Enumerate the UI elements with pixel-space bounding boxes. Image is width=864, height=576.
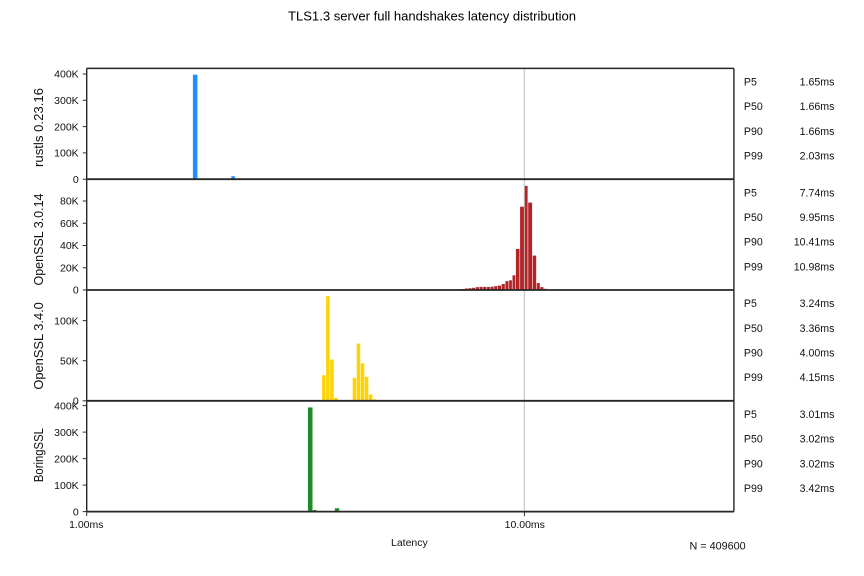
svg-text:P99: P99	[744, 151, 763, 163]
svg-text:P90: P90	[744, 126, 763, 138]
svg-text:P99: P99	[744, 261, 763, 273]
svg-text:P5: P5	[744, 409, 757, 421]
svg-text:OpenSSL 3.0.14: OpenSSL 3.0.14	[31, 194, 46, 286]
svg-text:1.66ms: 1.66ms	[800, 101, 835, 113]
svg-text:P90: P90	[744, 348, 763, 360]
svg-text:7.74ms: 7.74ms	[800, 187, 835, 199]
svg-text:P50: P50	[744, 212, 763, 224]
svg-text:P99: P99	[744, 483, 763, 495]
svg-text:4.00ms: 4.00ms	[800, 348, 835, 360]
svg-text:100K: 100K	[54, 480, 79, 492]
svg-text:N = 409600: N = 409600	[690, 541, 746, 553]
svg-text:50K: 50K	[60, 355, 79, 367]
svg-text:100K: 100K	[54, 148, 79, 160]
svg-text:0: 0	[73, 506, 79, 518]
svg-text:80K: 80K	[60, 196, 79, 208]
svg-text:TLS1.3 server full handshakes: TLS1.3 server full handshakes latency di…	[288, 9, 576, 24]
svg-text:3.24ms: 3.24ms	[800, 298, 835, 310]
svg-text:P99: P99	[744, 372, 763, 384]
svg-text:300K: 300K	[54, 427, 79, 439]
svg-text:3.42ms: 3.42ms	[800, 483, 835, 495]
svg-text:rustls 0.23.16: rustls 0.23.16	[31, 88, 46, 167]
svg-text:300K: 300K	[54, 95, 79, 107]
svg-text:200K: 200K	[54, 121, 79, 133]
svg-text:3.36ms: 3.36ms	[800, 323, 835, 335]
svg-text:1.65ms: 1.65ms	[800, 77, 835, 89]
svg-text:2.03ms: 2.03ms	[800, 151, 835, 163]
svg-text:100K: 100K	[54, 315, 79, 327]
svg-text:1.66ms: 1.66ms	[800, 126, 835, 138]
svg-text:3.01ms: 3.01ms	[800, 409, 835, 421]
svg-text:P90: P90	[744, 237, 763, 249]
svg-text:1.00ms: 1.00ms	[69, 519, 103, 531]
svg-text:10.98ms: 10.98ms	[794, 261, 835, 273]
svg-text:10.00ms: 10.00ms	[505, 519, 545, 531]
svg-text:P50: P50	[744, 434, 763, 446]
svg-text:400K: 400K	[54, 400, 79, 412]
svg-text:40K: 40K	[60, 240, 79, 252]
svg-text:P50: P50	[744, 323, 763, 335]
svg-text:3.02ms: 3.02ms	[800, 458, 835, 470]
svg-text:10.41ms: 10.41ms	[794, 237, 835, 249]
svg-text:9.95ms: 9.95ms	[800, 212, 835, 224]
svg-text:P5: P5	[744, 187, 757, 199]
svg-text:400K: 400K	[54, 69, 79, 81]
svg-text:Latency: Latency	[391, 537, 429, 549]
svg-text:60K: 60K	[60, 218, 79, 230]
svg-text:BoringSSL: BoringSSL	[31, 428, 46, 482]
svg-text:0: 0	[73, 285, 79, 297]
svg-text:P90: P90	[744, 458, 763, 470]
svg-text:OpenSSL 3.4.0: OpenSSL 3.4.0	[31, 302, 46, 390]
svg-text:P5: P5	[744, 298, 757, 310]
svg-text:3.02ms: 3.02ms	[800, 434, 835, 446]
svg-text:200K: 200K	[54, 453, 79, 465]
svg-text:0: 0	[73, 396, 79, 408]
svg-text:P50: P50	[744, 101, 763, 113]
svg-text:0: 0	[73, 174, 79, 186]
svg-text:P5: P5	[744, 77, 757, 89]
svg-text:20K: 20K	[60, 262, 79, 274]
svg-text:4.15ms: 4.15ms	[800, 372, 835, 384]
